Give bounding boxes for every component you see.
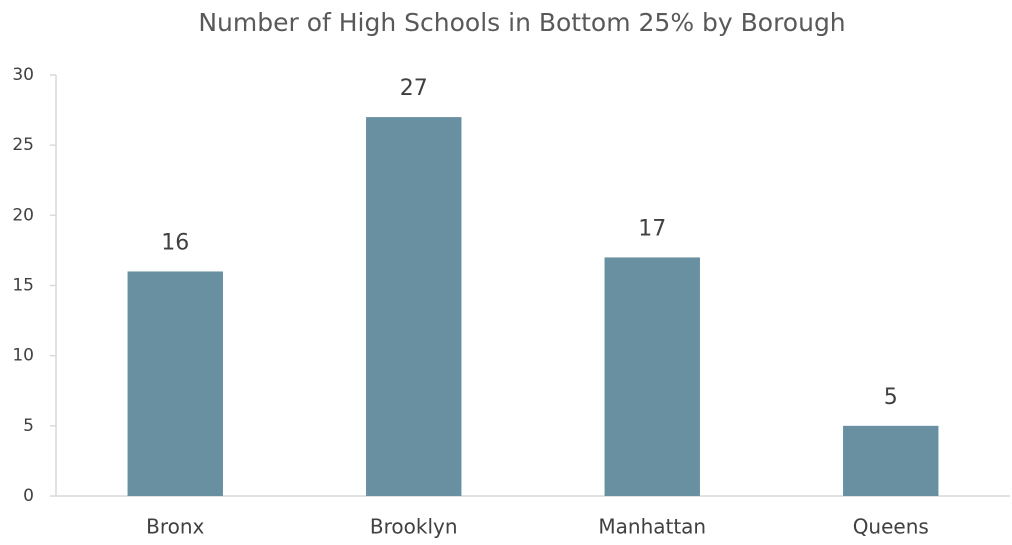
bar xyxy=(604,257,700,496)
chart-title: Number of High Schools in Bottom 25% by … xyxy=(198,8,845,37)
bar xyxy=(843,425,939,496)
data-label: 27 xyxy=(400,76,428,101)
y-tick-label: 10 xyxy=(12,346,34,366)
data-label: 16 xyxy=(161,230,189,255)
bar xyxy=(366,117,462,496)
x-tick-label: Queens xyxy=(853,515,929,539)
y-tick-label: 0 xyxy=(23,486,34,506)
y-tick-label: 20 xyxy=(12,205,34,225)
y-tick-label: 15 xyxy=(12,276,34,296)
y-tick-label: 30 xyxy=(12,65,34,85)
x-tick-label: Bronx xyxy=(146,515,204,539)
data-label: 5 xyxy=(884,385,898,410)
x-tick-label: Brooklyn xyxy=(370,515,458,539)
bar xyxy=(127,271,223,496)
data-label: 17 xyxy=(638,216,666,241)
x-tick-label: Manhattan xyxy=(598,515,706,539)
y-tick-label: 5 xyxy=(23,416,34,436)
y-tick-label: 25 xyxy=(12,135,34,155)
